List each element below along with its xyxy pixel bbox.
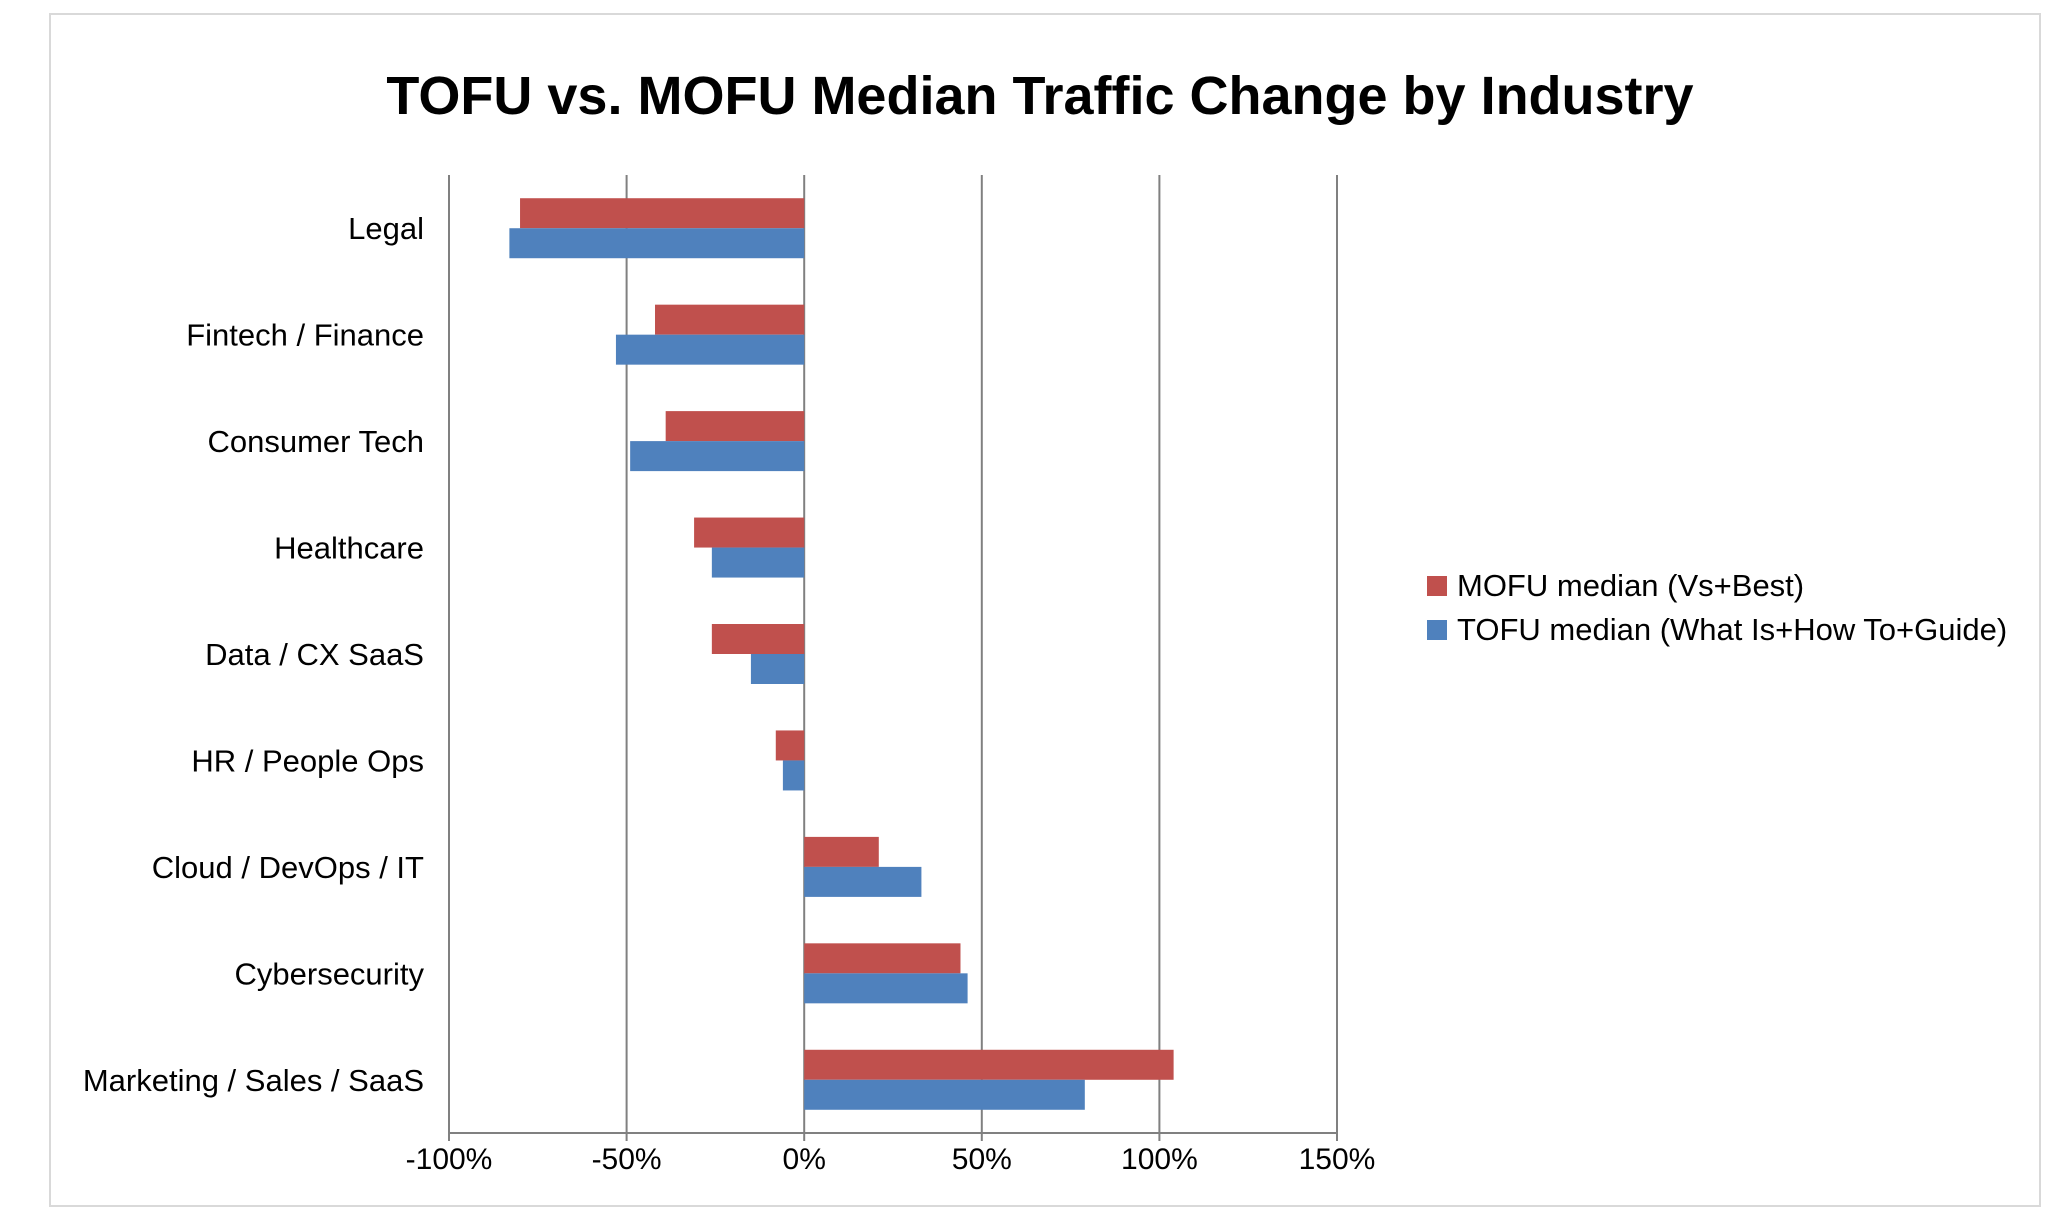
category-label-6: Cloud / DevOps / IT: [152, 850, 424, 885]
bar-tofu-2: [630, 441, 805, 472]
bar-tofu-4: [750, 654, 805, 684]
chart-title: TOFU vs. MOFU Median Traffic Change by I…: [386, 66, 1693, 126]
axes: [448, 175, 1338, 1141]
chart-frame: [49, 13, 2041, 1207]
bar-tofu-0: [509, 228, 805, 259]
bar-mofu-5: [775, 730, 805, 761]
bar-tofu-8: [804, 1079, 1085, 1110]
bar-mofu-8: [804, 1049, 1174, 1080]
bar-tofu-7: [804, 973, 968, 1004]
bar-mofu-0: [520, 198, 805, 229]
legend-label-tofu: TOFU median (What Is+How To+Guide): [1457, 612, 2007, 647]
legend-label-mofu: MOFU median (Vs+Best): [1457, 568, 1804, 603]
legend: MOFU median (Vs+Best) TOFU median (What I…: [1427, 568, 2007, 647]
x-tick-label-0: -100%: [406, 1143, 493, 1176]
bar-mofu-7: [804, 943, 961, 974]
bar-mofu-4: [711, 624, 805, 654]
x-tick-label-5: 150%: [1299, 1143, 1376, 1176]
category-label-5: HR / People Ops: [191, 743, 424, 778]
bar-mofu-2: [665, 411, 805, 442]
bar-mofu-3: [694, 517, 805, 548]
x-tick-labels: -100% -50% 0% 50% 100% 150%: [406, 1143, 1376, 1176]
x-tick-label-1: -50%: [592, 1143, 662, 1176]
category-label-1: Fintech / Finance: [186, 318, 424, 353]
legend-swatch-tofu: [1427, 620, 1447, 640]
category-label-0: Legal: [348, 211, 424, 246]
category-labels: Legal Fintech / Finance Consumer Tech Healt…: [83, 211, 425, 1098]
x-tick-label-3: 50%: [952, 1143, 1012, 1176]
category-label-3: Healthcare: [274, 531, 424, 566]
x-tick-label-2: 0%: [783, 1143, 826, 1176]
bars: [509, 198, 1174, 1110]
bar-mofu-1: [655, 304, 805, 335]
category-label-4: Data / CX SaaS: [205, 637, 424, 672]
category-label-7: Cybersecurity: [235, 956, 425, 991]
category-label-8: Marketing / Sales / SaaS: [83, 1063, 424, 1098]
bar-mofu-6: [804, 836, 879, 867]
bar-tofu-5: [782, 760, 805, 791]
bar-tofu-3: [711, 547, 805, 578]
bar-tofu-1: [615, 334, 805, 365]
x-tick-label-4: 100%: [1121, 1143, 1198, 1176]
category-label-2: Consumer Tech: [207, 424, 424, 459]
bar-tofu-6: [804, 866, 922, 897]
legend-swatch-mofu: [1427, 576, 1447, 596]
